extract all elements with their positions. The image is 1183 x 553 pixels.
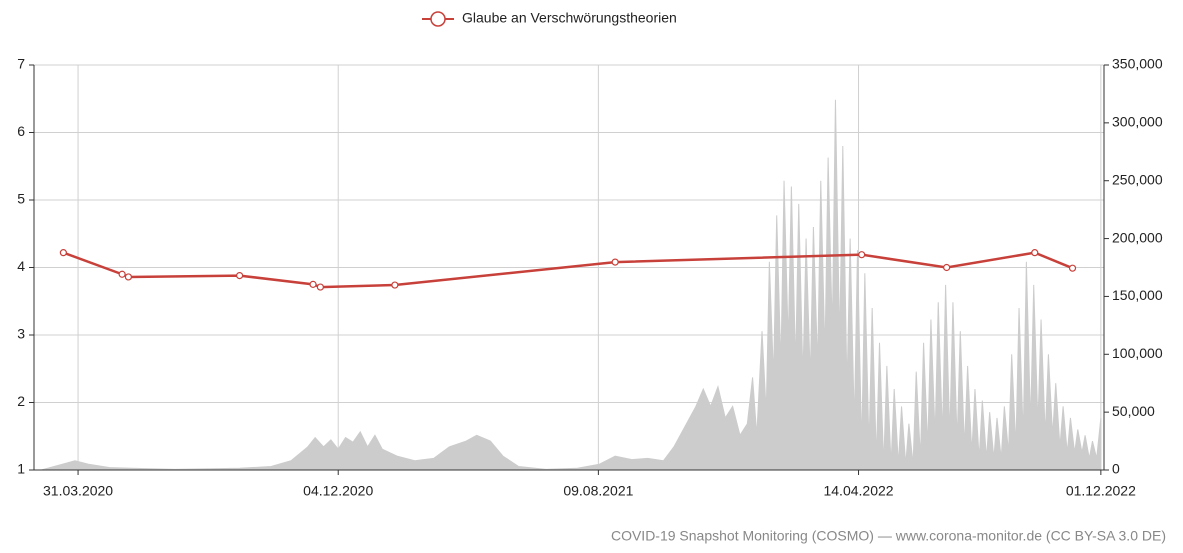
y2-tick-label: 350,000: [1112, 56, 1163, 72]
point: [1068, 264, 1077, 272]
source-note: COVID-19 Snapshot Monitoring (COSMO) — w…: [611, 528, 1166, 544]
y-tick-label: 3: [17, 326, 25, 342]
point: [858, 251, 866, 259]
line: [62, 251, 1074, 289]
point: [236, 272, 244, 280]
y-tick-label: 7: [17, 56, 25, 72]
point: [391, 281, 399, 289]
y2-tick-label: 50,000: [1112, 403, 1155, 419]
y-tick-label: 5: [17, 191, 25, 207]
y-tick-label: 1: [17, 461, 25, 477]
point: [316, 283, 324, 291]
y-tick-label: 6: [17, 123, 25, 139]
area: [41, 99, 1102, 471]
legend-label: Glaube an Verschwörungstheorien: [462, 10, 677, 26]
x-tick-label: 09.08.2021: [563, 483, 633, 499]
point: [611, 258, 619, 266]
point: [943, 263, 951, 272]
point: [118, 270, 126, 278]
point: [1031, 249, 1039, 257]
legend-marker: [430, 11, 446, 27]
x-tick-label: 01.12.2022: [1066, 483, 1136, 499]
y-tick-label: 2: [17, 393, 25, 409]
x-tick-label: 31.03.2020: [43, 483, 113, 499]
y2-tick-label: 100,000: [1112, 345, 1163, 361]
point: [124, 273, 133, 281]
point: [309, 280, 317, 288]
x-tick-label: 14.04.2022: [823, 483, 893, 499]
y2-tick-label: 200,000: [1112, 229, 1163, 245]
y2-tick-label: 250,000: [1112, 171, 1163, 187]
y-tick-label: 4: [17, 258, 25, 274]
y2-tick-label: 150,000: [1112, 287, 1163, 303]
x-tick-label: 04.12.2020: [303, 483, 373, 499]
point: [59, 249, 67, 257]
y2-tick-label: 0: [1112, 461, 1120, 477]
y2-tick-label: 300,000: [1112, 114, 1163, 130]
